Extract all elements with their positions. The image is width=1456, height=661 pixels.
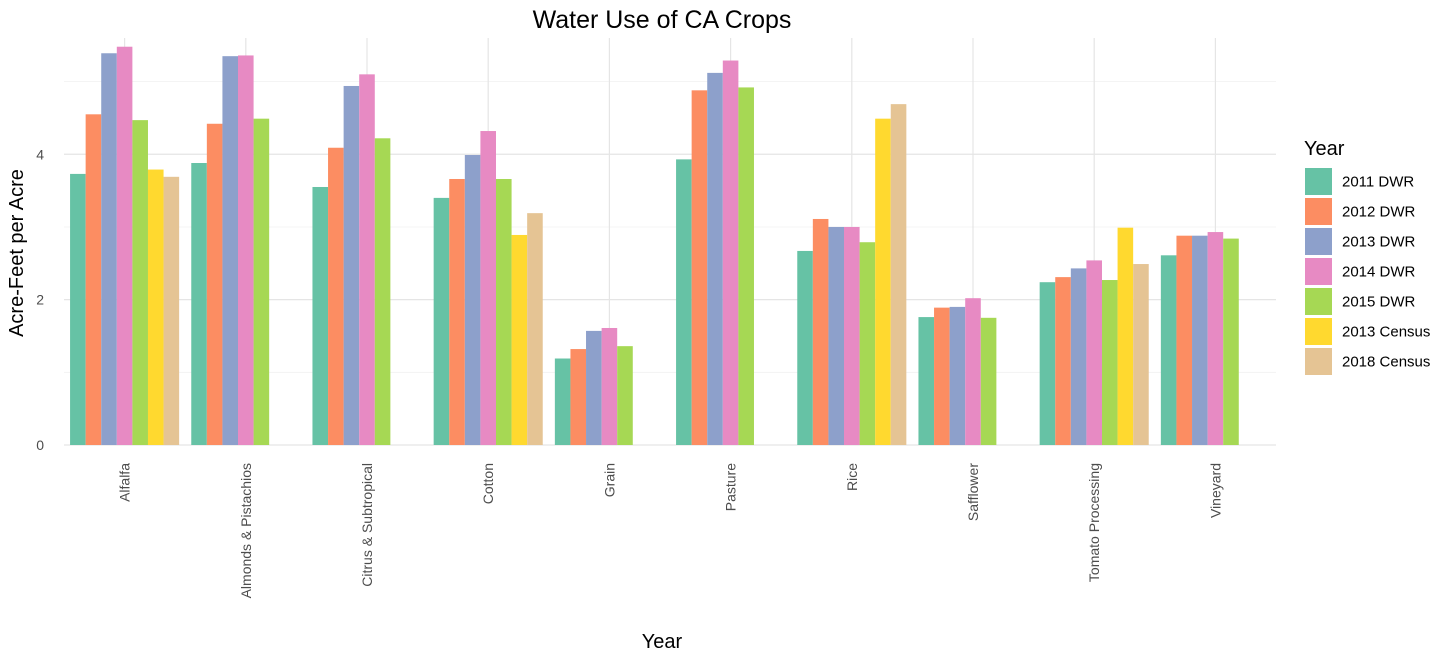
bar xyxy=(449,178,465,445)
bar xyxy=(738,87,754,446)
legend-key xyxy=(1305,198,1332,225)
bar xyxy=(1055,277,1071,445)
legend-key xyxy=(1305,318,1332,345)
legend-label: 2011 DWR xyxy=(1342,174,1414,191)
bar xyxy=(676,159,692,445)
x-axis-ticks: Alfalfa Almonds & Pistachios Citrus & Subt… xyxy=(117,463,1224,599)
legend-items: 2011 DWR 2012 DWR 2013 DWR 2014 DWR 2015 DWR… xyxy=(1305,168,1430,375)
bar xyxy=(433,197,450,445)
bar xyxy=(722,60,739,445)
x-tick-label: Tomato Processing xyxy=(1086,463,1102,582)
bar xyxy=(163,176,180,445)
legend-label: 2014 DWR xyxy=(1342,264,1416,281)
bar xyxy=(890,104,907,445)
bar xyxy=(132,120,148,446)
bar xyxy=(828,226,845,445)
x-tick-label: Alfalfa xyxy=(117,463,133,502)
legend-key xyxy=(1305,228,1332,255)
bar xyxy=(116,46,133,445)
bar xyxy=(480,131,496,445)
bar xyxy=(949,306,966,445)
bar xyxy=(85,114,102,445)
bar xyxy=(101,53,117,445)
bar xyxy=(1086,260,1102,445)
bar xyxy=(1101,280,1118,445)
bar xyxy=(527,213,543,445)
chart-title: Water Use of CA Crops xyxy=(533,6,792,34)
bar xyxy=(812,218,829,445)
bar-layer xyxy=(70,46,1239,446)
bar xyxy=(859,242,876,445)
legend-label: 2013 DWR xyxy=(1342,234,1416,251)
bar xyxy=(206,123,223,445)
legend-label: 2013 Census xyxy=(1342,324,1430,341)
bar xyxy=(70,173,86,445)
x-tick-label: Safflower xyxy=(965,463,981,521)
bar xyxy=(312,186,329,445)
x-tick-label: Grain xyxy=(601,463,617,497)
bar xyxy=(707,72,723,445)
bar xyxy=(1207,232,1224,445)
x-tick-label: Citrus & Subtropical xyxy=(359,463,375,587)
legend-label: 2018 Census xyxy=(1342,354,1430,371)
legend-key xyxy=(1305,288,1332,315)
bar xyxy=(253,118,270,445)
x-tick-label: Rice xyxy=(844,463,860,491)
bar xyxy=(1070,268,1087,445)
x-tick-label: Vineyard xyxy=(1207,463,1223,518)
bar xyxy=(191,163,207,445)
bar xyxy=(918,317,935,445)
bar xyxy=(1133,264,1149,445)
y-axis-ticks: 0 2 4 xyxy=(36,146,44,453)
bar xyxy=(1117,227,1134,445)
bar xyxy=(586,330,602,445)
bar xyxy=(875,118,891,445)
bar xyxy=(511,234,528,445)
bar xyxy=(464,155,481,445)
bar xyxy=(554,358,571,445)
x-tick-label: Pasture xyxy=(723,463,739,511)
bar xyxy=(965,298,981,445)
y-tick-label: 4 xyxy=(36,146,44,162)
bar xyxy=(1192,235,1208,445)
bar xyxy=(238,55,254,445)
bar xyxy=(374,138,391,445)
bar xyxy=(844,226,860,445)
bar xyxy=(934,307,950,445)
bar xyxy=(1223,238,1239,445)
bar xyxy=(1039,282,1056,445)
bar xyxy=(359,74,375,445)
y-tick-label: 2 xyxy=(36,292,44,308)
bar xyxy=(617,346,633,445)
bar xyxy=(691,90,708,445)
bar xyxy=(328,147,344,446)
bar xyxy=(222,56,239,445)
bar xyxy=(495,178,512,445)
bar xyxy=(147,169,164,445)
legend-label: 2015 DWR xyxy=(1342,294,1416,311)
bar xyxy=(797,250,813,445)
legend-key xyxy=(1305,168,1332,195)
bar xyxy=(601,327,618,445)
x-tick-label: Cotton xyxy=(480,463,496,504)
y-tick-label: 0 xyxy=(36,437,44,453)
legend-label: 2012 DWR xyxy=(1342,204,1416,221)
legend-title: Year xyxy=(1304,138,1345,160)
y-axis-title: Acre-Feet per Acre xyxy=(6,169,28,337)
legend-key xyxy=(1305,258,1332,285)
bar xyxy=(570,349,587,445)
bar xyxy=(1176,235,1193,445)
legend-key xyxy=(1305,348,1332,375)
x-tick-label: Almonds & Pistachios xyxy=(238,463,254,598)
bar xyxy=(980,317,997,445)
bar xyxy=(1160,255,1177,445)
bar xyxy=(343,85,360,445)
x-axis-title: Year xyxy=(642,631,683,653)
